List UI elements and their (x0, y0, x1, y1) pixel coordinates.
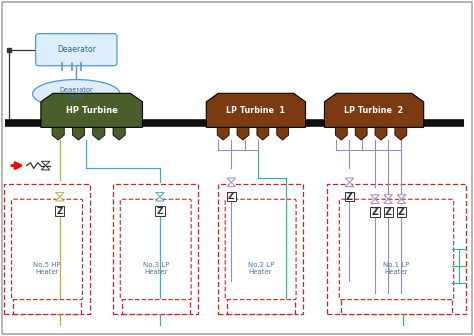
Polygon shape (375, 127, 387, 140)
Polygon shape (237, 127, 249, 140)
Polygon shape (335, 127, 347, 140)
Polygon shape (384, 195, 392, 199)
Bar (383, 207, 393, 217)
Text: Deaerator
Tank: Deaerator Tank (59, 87, 93, 100)
Text: Z: Z (385, 207, 392, 217)
Polygon shape (371, 199, 379, 203)
FancyBboxPatch shape (113, 184, 198, 314)
Polygon shape (55, 193, 64, 197)
Polygon shape (156, 193, 164, 197)
FancyBboxPatch shape (36, 34, 117, 66)
Polygon shape (41, 161, 50, 166)
FancyBboxPatch shape (122, 298, 190, 314)
Text: Z: Z (372, 207, 379, 217)
Polygon shape (206, 93, 306, 127)
FancyBboxPatch shape (120, 199, 191, 300)
FancyBboxPatch shape (339, 199, 454, 300)
Polygon shape (41, 166, 50, 170)
Polygon shape (156, 197, 164, 201)
Polygon shape (397, 195, 406, 199)
FancyBboxPatch shape (225, 199, 296, 300)
Polygon shape (355, 127, 367, 140)
Polygon shape (345, 178, 354, 182)
Polygon shape (52, 127, 64, 140)
Polygon shape (227, 182, 236, 186)
Polygon shape (277, 127, 289, 140)
FancyBboxPatch shape (218, 184, 303, 314)
Text: No.2 LP
Heater: No.2 LP Heater (247, 262, 274, 275)
Bar (370, 207, 380, 217)
Bar (397, 207, 406, 217)
Polygon shape (217, 127, 229, 140)
Text: Z: Z (56, 207, 63, 215)
Bar (55, 206, 64, 216)
Polygon shape (41, 93, 143, 127)
Polygon shape (227, 178, 236, 182)
Text: Z: Z (157, 207, 163, 215)
FancyBboxPatch shape (227, 298, 295, 314)
Bar (227, 192, 236, 202)
FancyBboxPatch shape (13, 298, 81, 314)
Polygon shape (93, 127, 105, 140)
Polygon shape (371, 195, 379, 199)
Polygon shape (73, 127, 84, 140)
Text: LP Turbine  1: LP Turbine 1 (227, 106, 285, 115)
Text: HP Turbine: HP Turbine (66, 106, 118, 115)
FancyBboxPatch shape (327, 184, 466, 314)
Polygon shape (113, 127, 125, 140)
Text: No.3 LP
Heater: No.3 LP Heater (143, 262, 169, 275)
Polygon shape (395, 127, 407, 140)
Polygon shape (257, 127, 269, 140)
Text: No.1 LP
Heater: No.1 LP Heater (383, 262, 410, 275)
Polygon shape (384, 199, 392, 203)
Polygon shape (345, 182, 354, 186)
Text: Deaerator: Deaerator (57, 45, 96, 54)
Ellipse shape (33, 80, 120, 108)
Text: Z: Z (398, 207, 405, 217)
Text: No.5 HP
Heater: No.5 HP Heater (33, 262, 61, 275)
FancyBboxPatch shape (11, 199, 82, 300)
FancyBboxPatch shape (341, 298, 452, 314)
Text: Z: Z (228, 192, 235, 201)
Bar (345, 192, 354, 202)
Polygon shape (324, 93, 424, 127)
FancyBboxPatch shape (4, 184, 90, 314)
Polygon shape (55, 197, 64, 201)
Text: LP Turbine  2: LP Turbine 2 (345, 106, 404, 115)
Polygon shape (397, 199, 406, 203)
Bar (155, 206, 164, 216)
Text: Z: Z (346, 192, 353, 202)
